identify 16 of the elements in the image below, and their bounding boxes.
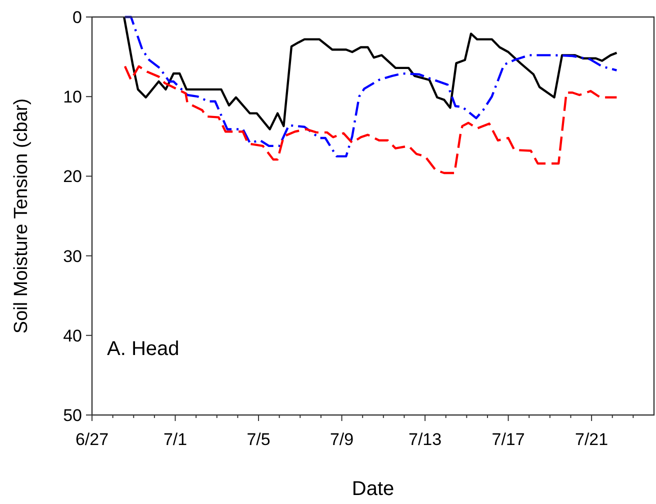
x-tick-label: 7/9	[330, 430, 354, 449]
y-tick-label: 0	[72, 8, 82, 27]
x-tick-label: 6/27	[75, 430, 109, 449]
y-tick-label: 10	[63, 88, 82, 107]
y-tick-label: 50	[63, 406, 82, 425]
x-tick-label: 7/17	[492, 430, 525, 449]
x-tick-label: 7/21	[575, 430, 608, 449]
y-tick-label: 30	[63, 246, 82, 266]
x-tick-label: 7/1	[163, 430, 188, 449]
x-tick-label: 7/13	[408, 430, 442, 449]
x-axis-title: Date	[352, 478, 394, 500]
x-tick-label: 7/5	[246, 430, 270, 449]
y-axis-title: Soil Moisture Tension (cbar)	[11, 98, 32, 334]
y-tick-label: 20	[63, 167, 82, 186]
y-tick-label: 40	[63, 326, 82, 346]
annotation: A. Head	[107, 338, 180, 360]
